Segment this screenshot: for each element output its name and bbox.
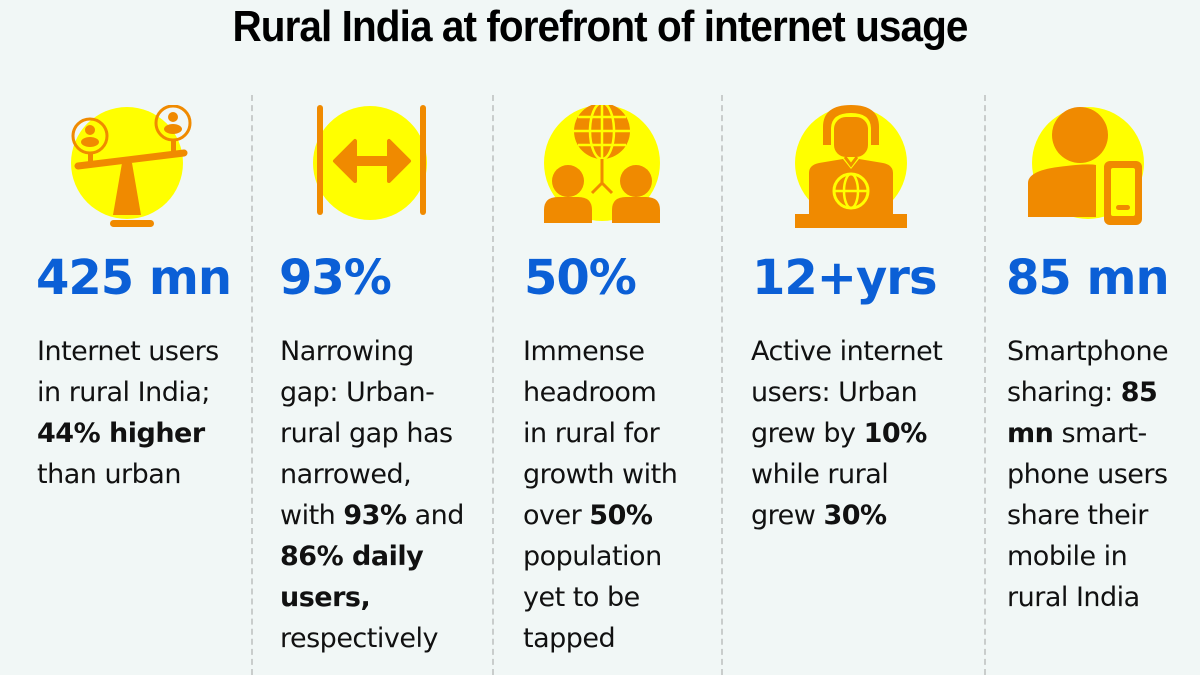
stat-column-active-users: 12+yrs Active internet users: Urban grew… <box>723 95 983 531</box>
stat-description: Smartphone sharing: 85 mn smart- phone u… <box>1007 331 1169 618</box>
stat-description: Narrowing gap: Urban- rural gap has narr… <box>280 331 464 659</box>
desc-line: Active internet <box>751 336 943 367</box>
stat-column-smartphone-sharing: 85 mn Smartphone sharing: 85 mn smart- p… <box>986 95 1200 613</box>
desc-line: headroom <box>523 377 657 408</box>
stat-column-headroom: 50% Immense headroom in rural for growth… <box>494 95 720 654</box>
narrowing-gap-arrows-icon <box>313 105 513 245</box>
stat-value: 93% <box>279 250 392 306</box>
desc-line: Narrowing <box>280 336 414 367</box>
desc-line: users, <box>280 582 371 613</box>
desc-line: gap: Urban- <box>280 377 435 408</box>
stat-description: Internet users in rural India; 44% highe… <box>37 331 219 495</box>
desc-line: population <box>523 541 662 572</box>
stat-column-rural-users: 425 mn Internet users in rural India; 44… <box>0 95 250 490</box>
desc-line: share their <box>1007 500 1148 531</box>
desc-line: grew 30% <box>751 500 887 531</box>
desc-line: while rural <box>751 459 889 490</box>
desc-line: in rural India; <box>37 377 211 408</box>
desc-line: with 93% and <box>280 500 464 531</box>
globe-network-people-icon <box>544 105 744 245</box>
column-divider <box>492 95 494 675</box>
desc-line: grew by 10% <box>751 418 927 449</box>
desc-line: mobile in <box>1007 541 1128 572</box>
desc-line: Smartphone <box>1007 336 1169 367</box>
desc-line: rural gap has <box>280 418 453 449</box>
desc-line: phone users <box>1007 459 1168 490</box>
desc-line: narrowed, <box>280 459 412 490</box>
desc-line: over 50% <box>523 500 653 531</box>
stat-value: 425 mn <box>36 250 232 306</box>
desc-line: yet to be <box>523 582 640 613</box>
desc-line: Immense <box>523 336 645 367</box>
desc-line: sharing: 85 <box>1007 377 1158 408</box>
stat-value: 50% <box>524 250 637 306</box>
desc-line: mn smart- <box>1007 418 1147 449</box>
desc-line: growth with <box>523 459 678 490</box>
stat-description: Immense headroom in rural for growth wit… <box>523 331 678 659</box>
desc-line: rural India <box>1007 582 1140 613</box>
desc-line: in rural for <box>523 418 660 449</box>
stat-column-narrowing-gap: 93% Narrowing gap: Urban- rural gap has … <box>253 95 491 654</box>
page-title: Rural India at forefront of internet usa… <box>232 2 968 51</box>
desc-line: respectively <box>280 623 438 654</box>
desc-line: 86% daily <box>280 541 424 572</box>
user-laptop-globe-icon <box>793 105 993 245</box>
desc-line: users: Urban <box>751 377 918 408</box>
desc-line: Internet users <box>37 336 219 367</box>
desc-line: tapped <box>523 623 616 654</box>
column-divider <box>984 95 986 675</box>
stat-value: 85 mn <box>1006 250 1170 306</box>
desc-line: 44% higher <box>37 418 205 449</box>
column-divider <box>721 95 723 675</box>
user-smartphone-icon <box>1028 105 1200 245</box>
seesaw-balance-users-icon <box>60 105 260 245</box>
column-divider <box>251 95 253 675</box>
stat-description: Active internet users: Urban grew by 10%… <box>751 331 943 536</box>
desc-line: than urban <box>37 459 181 490</box>
stat-value: 12+yrs <box>752 250 938 306</box>
